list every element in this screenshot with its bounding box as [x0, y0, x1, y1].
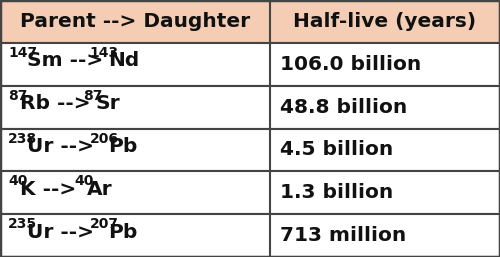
Text: Half-live (years): Half-live (years) [294, 12, 476, 31]
Text: 206: 206 [90, 132, 118, 146]
Text: 713 million: 713 million [280, 226, 406, 245]
Text: Ur -->: Ur --> [26, 223, 101, 242]
Text: 143: 143 [90, 46, 118, 60]
Text: Ur -->: Ur --> [26, 137, 101, 156]
Text: 4.5 billion: 4.5 billion [280, 140, 393, 159]
Text: Nd: Nd [108, 51, 140, 70]
Text: 207: 207 [90, 217, 118, 231]
Text: Sm -->: Sm --> [26, 51, 110, 70]
Text: 235: 235 [8, 217, 37, 231]
Bar [0, 0, 500, 43]
Text: 48.8 billion: 48.8 billion [280, 98, 407, 117]
Text: K -->: K --> [20, 180, 84, 199]
Text: 147: 147 [8, 46, 37, 60]
Bar [0, 86, 500, 128]
Text: 40: 40 [74, 175, 94, 188]
Text: Parent --> Daughter: Parent --> Daughter [20, 12, 250, 31]
Text: Rb -->: Rb --> [20, 94, 98, 113]
Text: 40: 40 [8, 175, 28, 188]
Text: 87: 87 [84, 89, 102, 103]
Bar [0, 43, 500, 86]
Bar [0, 214, 500, 257]
Bar [0, 128, 500, 171]
Text: Sr: Sr [96, 94, 120, 113]
Bar [0, 171, 500, 214]
Text: Pb: Pb [108, 223, 138, 242]
Text: 238: 238 [8, 132, 37, 146]
Text: 1.3 billion: 1.3 billion [280, 183, 393, 202]
Text: Ar: Ar [86, 180, 113, 199]
Text: 87: 87 [8, 89, 28, 103]
Text: 106.0 billion: 106.0 billion [280, 55, 421, 74]
Text: Pb: Pb [108, 137, 138, 156]
